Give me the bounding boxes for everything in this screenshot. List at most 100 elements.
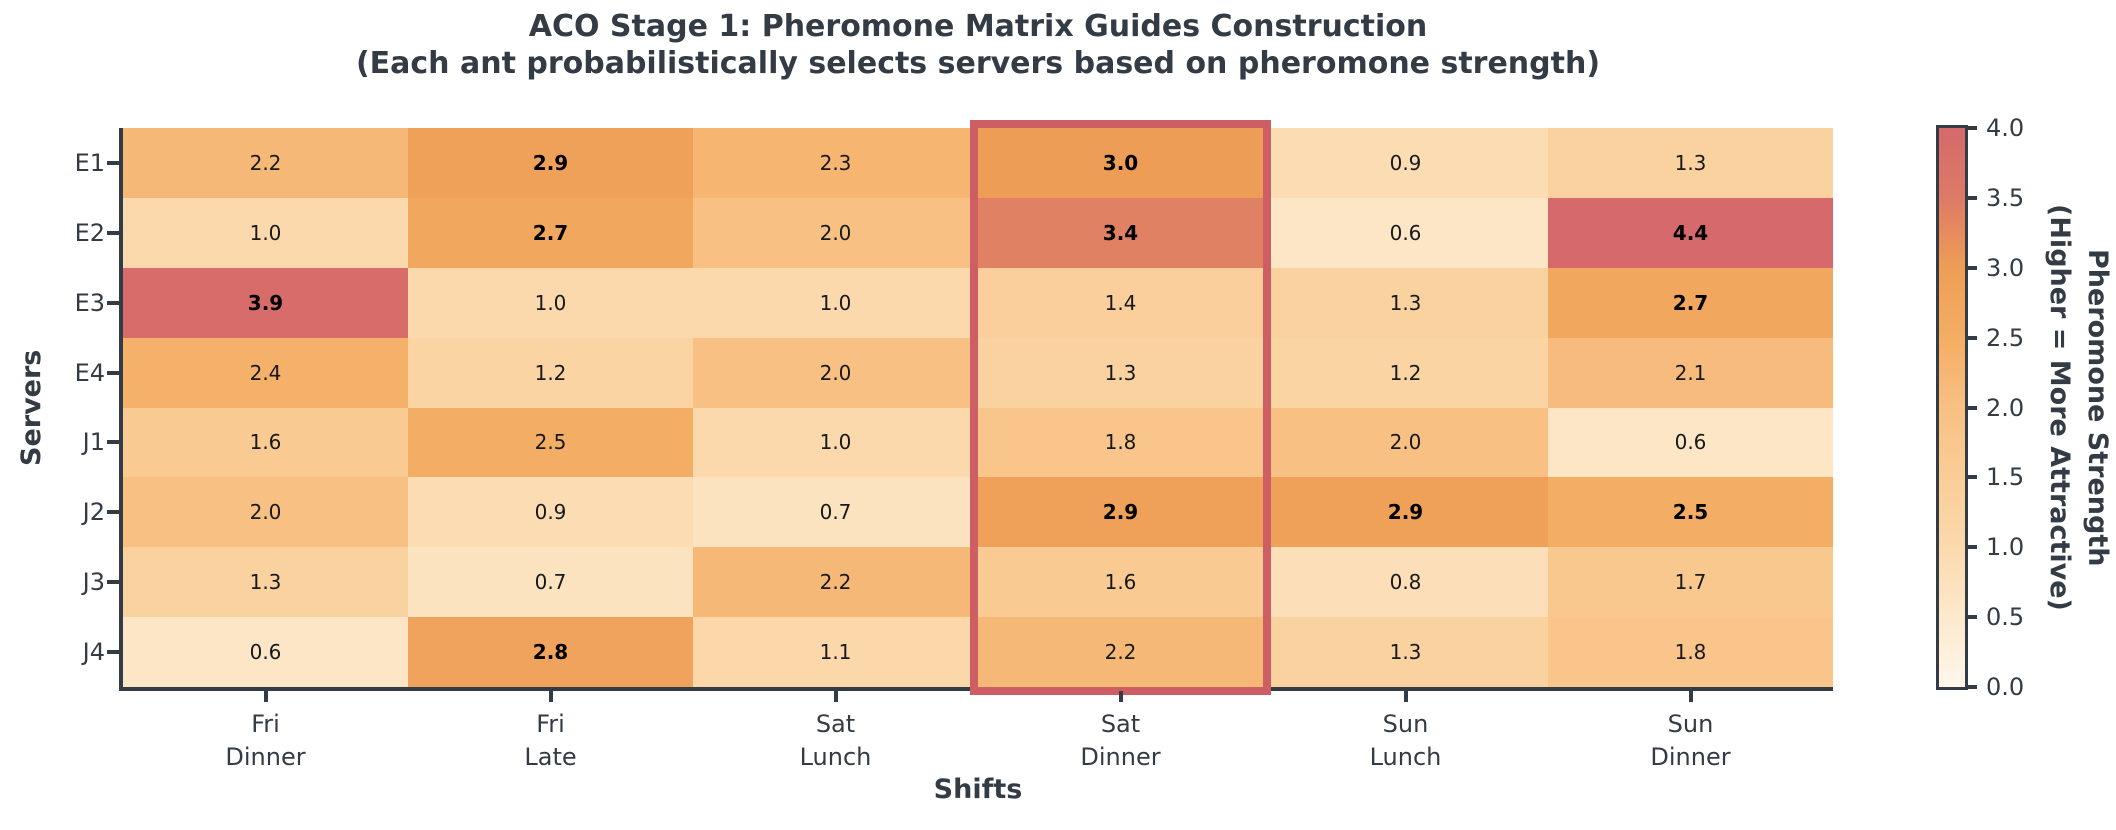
highlight-rectangle — [970, 120, 1271, 695]
colorbar-tick-label: 4.0 — [1986, 114, 2025, 142]
heatmap-cell: 3.4 — [978, 197, 1263, 268]
x-tick-mark — [1688, 691, 1693, 702]
heatmap-cell: 2.4 — [123, 337, 408, 408]
y-tick-label: E1 — [74, 148, 105, 177]
x-tick-label-line1: Sun — [1667, 710, 1714, 738]
y-tick-mark — [107, 230, 119, 235]
heatmap-cell: 1.3 — [1548, 128, 1833, 198]
y-tick-mark — [107, 650, 119, 655]
y-tick-label: J1 — [82, 428, 105, 457]
heatmap-cell: 2.0 — [693, 337, 978, 408]
colorbar-tick-mark — [1965, 475, 1977, 480]
x-tick-label-line1: Sun — [1382, 710, 1429, 738]
heatmap-cell: 2.9 — [408, 128, 693, 198]
heatmap-cell: 1.0 — [123, 197, 408, 268]
x-tick-label-line1: Sat — [815, 710, 856, 738]
heatmap-cell: 1.8 — [978, 407, 1263, 478]
x-tick-label-line2: Dinner — [1650, 743, 1731, 771]
colorbar-tick-mark — [1965, 405, 1977, 410]
colorbar-tick-mark — [1965, 685, 1977, 689]
heatmap-cell: 2.0 — [1263, 407, 1548, 478]
heatmap-cell: 2.7 — [408, 197, 693, 268]
heatmap-cell: 2.3 — [693, 128, 978, 198]
colorbar-label-line2: (Higher = More Attractive) — [2044, 204, 2075, 611]
y-tick-label: E3 — [74, 288, 105, 317]
colorbar-tick-label: 3.0 — [1986, 253, 2025, 282]
x-tick-label: Fri Late — [524, 708, 576, 774]
heatmap-cell: 2.5 — [1548, 477, 1833, 548]
x-axis-label: Shifts — [933, 774, 1023, 805]
x-tick-label-line2: Dinner — [1080, 743, 1161, 771]
x-tick-label-line2: Lunch — [799, 743, 872, 771]
colorbar-tick-mark — [1965, 126, 1977, 130]
y-tick-mark — [107, 370, 119, 375]
heatmap-cell: 1.3 — [1263, 617, 1548, 687]
heatmap-cell: 2.0 — [123, 477, 408, 548]
colorbar-tick-mark — [1965, 545, 1977, 550]
heatmap-cell: 1.0 — [408, 267, 693, 338]
colorbar-label-line1: Pheromone Strength — [2082, 248, 2113, 567]
chart-title-block: ACO Stage 1: Pheromone Matrix Guides Con… — [123, 8, 1833, 82]
heatmap-cell: 1.2 — [1263, 337, 1548, 408]
x-tick-label: Fri Dinner — [225, 708, 305, 774]
heatmap-cell: 0.7 — [408, 547, 693, 618]
heatmap-cell: 2.2 — [978, 617, 1263, 687]
x-tick-label-line2: Lunch — [1369, 743, 1442, 771]
x-tick-label: Sat Dinner — [1080, 708, 1160, 774]
heatmap-cell: 0.9 — [1263, 128, 1548, 198]
colorbar-tick-label: 2.0 — [1986, 393, 2025, 422]
heatmap-cell: 1.3 — [123, 547, 408, 618]
heatmap-cell: 2.0 — [693, 197, 978, 268]
heatmap-grid: 2.2 2.9 2.3 3.0 0.9 1.3 1.0 2.7 2.0 3.4 0.6 4.4 3.9 1… — [123, 128, 1833, 687]
colorbar-tick-mark — [1965, 615, 1977, 620]
x-tick-mark — [263, 691, 268, 702]
heatmap-cell: 3.9 — [123, 267, 408, 338]
colorbar-tick-label: 3.5 — [1986, 183, 2025, 212]
y-tick-label: E4 — [74, 358, 105, 387]
heatmap-cell: 1.4 — [978, 267, 1263, 338]
heatmap-cell: 1.6 — [123, 407, 408, 478]
heatmap-cell: 1.8 — [1548, 617, 1833, 687]
heatmap-cell: 0.8 — [1263, 547, 1548, 618]
heatmap-cell: 0.9 — [408, 477, 693, 548]
heatmap-cell: 1.2 — [408, 337, 693, 408]
x-tick-label-line2: Late — [524, 743, 577, 771]
heatmap-cell: 2.5 — [408, 407, 693, 478]
heatmap-cell: 2.7 — [1548, 267, 1833, 338]
heatmap-cell: 1.0 — [693, 407, 978, 478]
colorbar-tick-label: 1.0 — [1986, 533, 2025, 562]
x-tick-label-line1: Fri — [536, 710, 565, 738]
colorbar-tick-label: 1.5 — [1986, 463, 2025, 492]
y-tick-mark — [107, 580, 119, 585]
heatmap-cell: 2.1 — [1548, 337, 1833, 408]
heatmap-cell: 0.7 — [693, 477, 978, 548]
y-tick-mark — [107, 300, 119, 305]
heatmap-cell: 1.0 — [693, 267, 978, 338]
heatmap-cell: 2.2 — [123, 128, 408, 198]
colorbar-tick-label: 0.5 — [1986, 603, 2025, 632]
heatmap-cell: 1.7 — [1548, 547, 1833, 618]
heatmap-cell: 2.9 — [1263, 477, 1548, 548]
heatmap-cell: 1.3 — [1263, 267, 1548, 338]
heatmap-cell: 0.6 — [1263, 197, 1548, 268]
x-tick-mark — [1403, 691, 1408, 702]
colorbar-tick-mark — [1965, 195, 1977, 200]
x-tick-label-line2: Dinner — [225, 743, 306, 771]
heatmap-cell: 1.1 — [693, 617, 978, 687]
heatmap-cell: 2.2 — [693, 547, 978, 618]
x-tick-label: Sun Lunch — [1370, 708, 1442, 774]
heatmap-cell: 2.8 — [408, 617, 693, 687]
x-tick-mark — [1118, 691, 1123, 702]
y-tick-mark — [107, 440, 119, 445]
x-tick-label-line1: Sat — [1100, 710, 1141, 738]
heatmap-cell: 1.6 — [978, 547, 1263, 618]
colorbar-label: Pheromone Strength (Higher = More Attrac… — [2040, 128, 2116, 687]
y-tick-label: J2 — [82, 498, 105, 527]
heatmap-cell: 1.3 — [978, 337, 1263, 408]
chart-subtitle: (Each ant probabilistically selects serv… — [355, 46, 1601, 81]
chart-title: ACO Stage 1: Pheromone Matrix Guides Con… — [528, 9, 1428, 44]
y-tick-label: J3 — [82, 568, 105, 597]
y-tick-mark — [107, 160, 119, 165]
x-tick-label-line1: Fri — [251, 710, 280, 738]
